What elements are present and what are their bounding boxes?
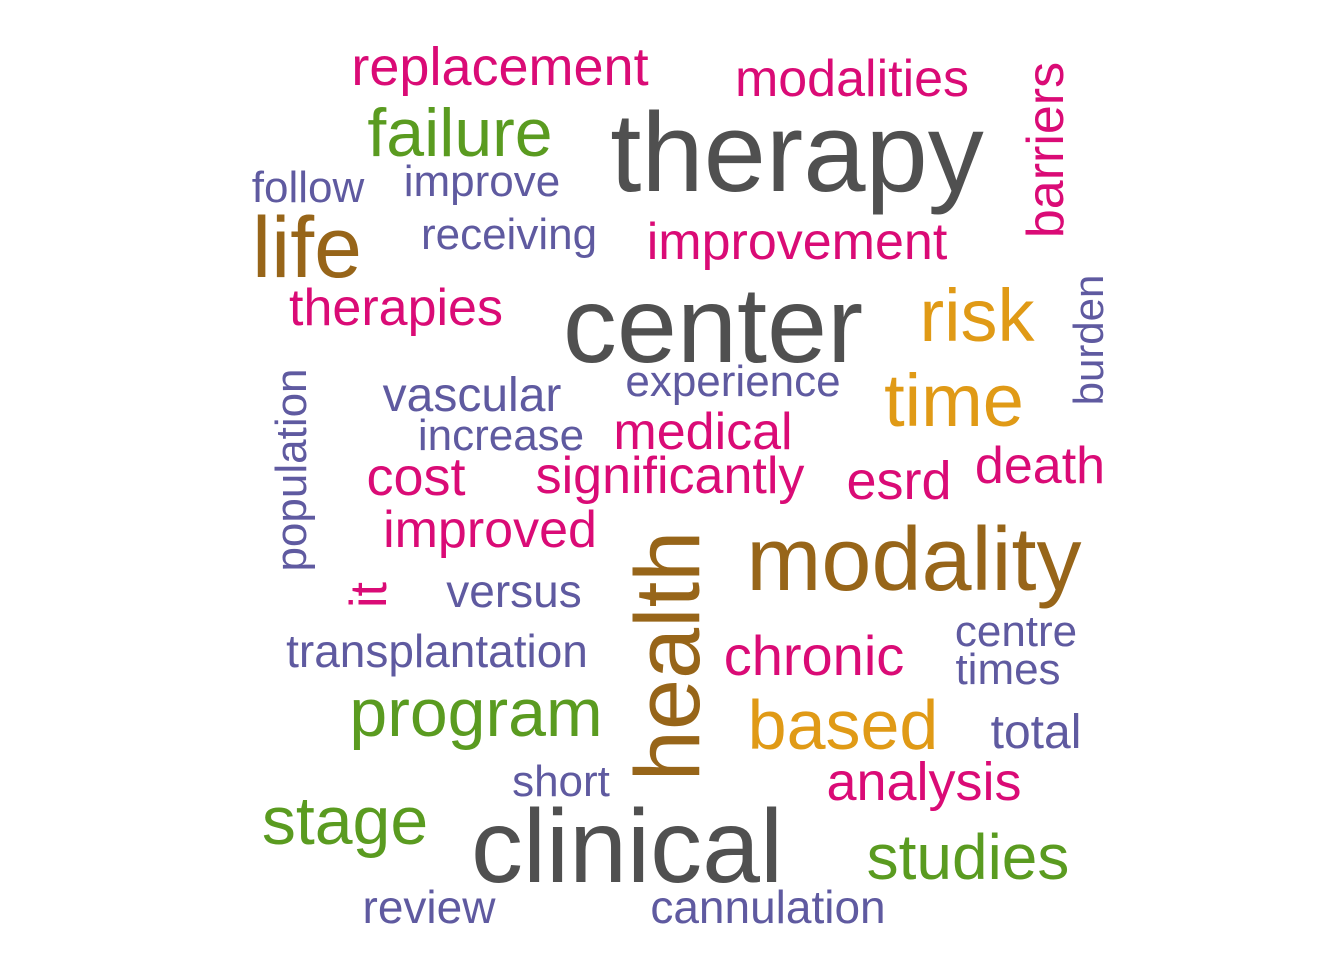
- word-population: population: [267, 368, 316, 572]
- word-analysis: analysis: [826, 752, 1022, 812]
- word-barriers: barriers: [1017, 61, 1075, 239]
- word-modality: modality: [746, 510, 1082, 610]
- word-it: it: [340, 582, 398, 608]
- word-clinical: clinical: [470, 789, 784, 905]
- word-modalities: modalities: [734, 50, 970, 108]
- word-total: total: [990, 706, 1082, 759]
- word-death: death: [974, 437, 1106, 495]
- word-failure: failure: [367, 95, 553, 171]
- word-therapies: therapies: [289, 279, 503, 337]
- word-increase: increase: [417, 411, 585, 460]
- word-based: based: [747, 686, 939, 764]
- word-studies: studies: [866, 821, 1070, 893]
- word-experience: experience: [625, 357, 841, 406]
- word-health: health: [617, 530, 719, 782]
- word-times: times: [955, 645, 1061, 694]
- word-versus: versus: [446, 565, 582, 617]
- word-cannulation: cannulation: [650, 881, 886, 933]
- word-vascular: vascular: [382, 369, 562, 422]
- word-esrd: esrd: [846, 451, 952, 511]
- word-improved: improved: [383, 501, 597, 559]
- word-life: life: [252, 200, 362, 296]
- word-therapy: therapy: [610, 90, 984, 215]
- word-program: program: [349, 675, 603, 751]
- word-receiving: receiving: [420, 210, 598, 259]
- word-improvement: improvement: [646, 213, 948, 271]
- word-chronic: chronic: [723, 624, 905, 687]
- word-risk: risk: [919, 274, 1035, 357]
- word-center: center: [562, 264, 864, 385]
- word-improve: improve: [403, 157, 561, 206]
- word-replacement: replacement: [351, 37, 649, 97]
- word-stage: stage: [261, 783, 429, 859]
- word-cost: cost: [366, 447, 466, 507]
- word-review: review: [362, 881, 496, 933]
- word-centre: centre: [954, 607, 1078, 656]
- word-transplantation: transplantation: [286, 625, 588, 677]
- word-medical: medical: [613, 403, 793, 461]
- word-time: time: [884, 359, 1024, 442]
- word-short: short: [512, 757, 610, 806]
- word-follow: follow: [251, 163, 365, 212]
- word-significantly: significantly: [535, 447, 805, 505]
- word-burden: burden: [1065, 274, 1112, 406]
